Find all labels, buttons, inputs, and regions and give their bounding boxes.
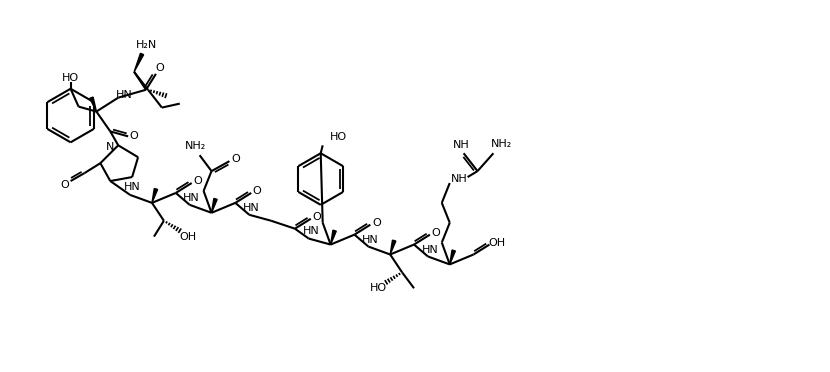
Text: O: O: [372, 218, 381, 228]
Polygon shape: [390, 240, 396, 254]
Text: HN: HN: [183, 193, 200, 203]
Text: O: O: [129, 131, 139, 141]
Text: HO: HO: [330, 132, 347, 142]
Text: NH₂: NH₂: [185, 141, 207, 151]
Polygon shape: [134, 53, 144, 72]
Text: NH: NH: [452, 174, 468, 184]
Text: HO: HO: [369, 283, 387, 293]
Text: O: O: [231, 154, 240, 164]
Polygon shape: [330, 230, 336, 244]
Text: OH: OH: [179, 232, 196, 242]
Polygon shape: [152, 189, 158, 203]
Text: HN: HN: [302, 226, 320, 236]
Text: H₂N: H₂N: [135, 40, 157, 50]
Text: O: O: [432, 228, 440, 238]
Polygon shape: [212, 198, 217, 213]
Text: O: O: [193, 176, 202, 186]
Text: O: O: [155, 63, 164, 73]
Text: OH: OH: [489, 238, 506, 248]
Text: HN: HN: [116, 90, 133, 100]
Polygon shape: [450, 250, 456, 264]
Text: HN: HN: [362, 235, 378, 245]
Text: NH₂: NH₂: [491, 139, 512, 149]
Polygon shape: [90, 97, 96, 112]
Text: O: O: [312, 212, 321, 222]
Text: NH: NH: [453, 140, 470, 150]
Text: HO: HO: [62, 73, 79, 83]
Text: HN: HN: [124, 182, 140, 192]
Text: HN: HN: [422, 244, 438, 254]
Text: O: O: [61, 180, 69, 190]
Text: N: N: [106, 142, 115, 152]
Text: O: O: [253, 186, 261, 196]
Text: HN: HN: [243, 203, 260, 213]
